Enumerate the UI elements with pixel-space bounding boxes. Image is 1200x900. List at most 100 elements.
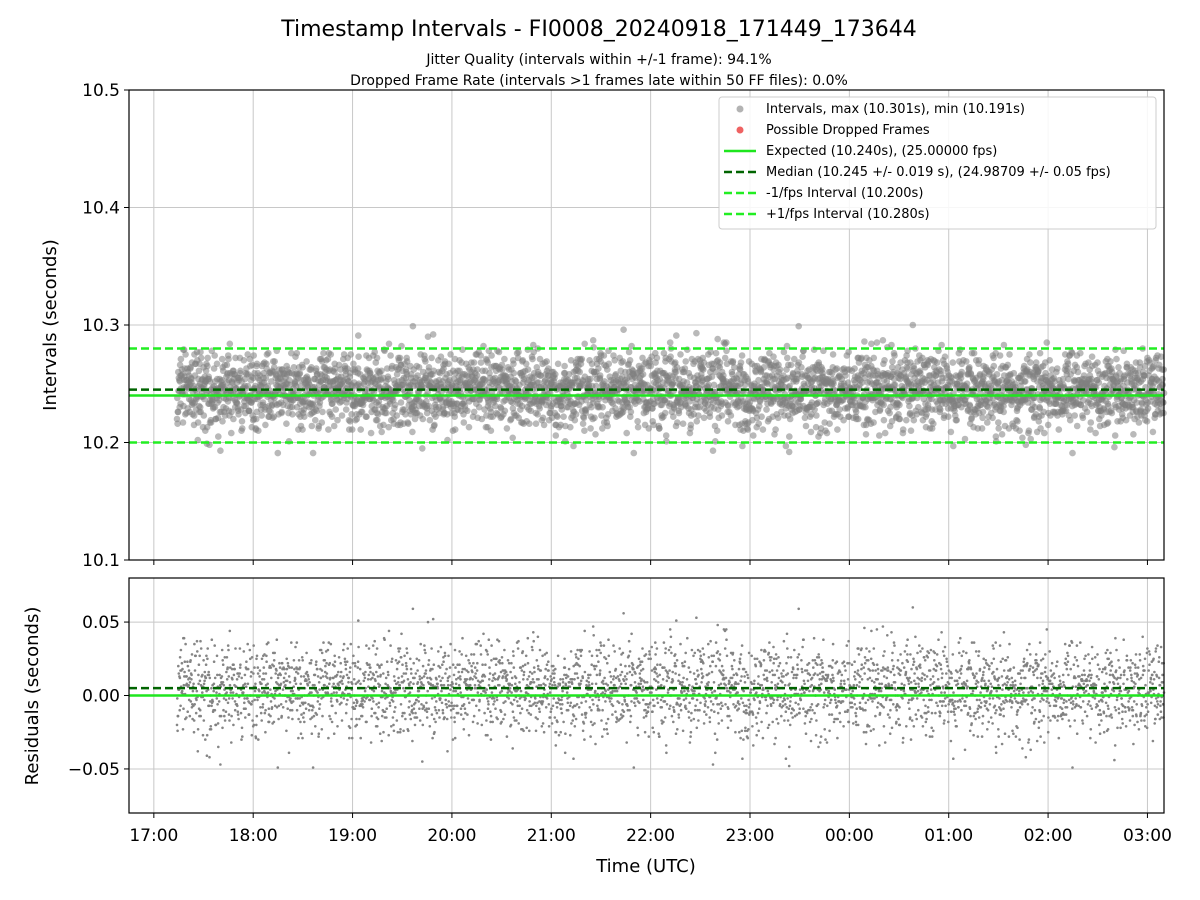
residuals-point bbox=[313, 683, 316, 687]
residuals-point bbox=[290, 708, 294, 712]
residuals-point bbox=[196, 728, 200, 731]
intervals-point bbox=[567, 423, 574, 431]
intervals-point bbox=[727, 412, 735, 419]
residuals-point bbox=[176, 697, 179, 700]
residuals-point bbox=[243, 697, 246, 700]
intervals-legend: Intervals, max (10.301s), min (10.191s) … bbox=[718, 96, 1157, 230]
residuals-point bbox=[264, 672, 268, 675]
residuals-point bbox=[437, 708, 441, 712]
intervals-point bbox=[975, 357, 983, 364]
residuals-point bbox=[374, 653, 378, 656]
intervals-point bbox=[371, 348, 379, 356]
residuals-point bbox=[409, 681, 412, 684]
intervals-point bbox=[174, 420, 181, 428]
residuals-point bbox=[352, 678, 356, 681]
residuals-point bbox=[175, 723, 179, 727]
residuals-point bbox=[207, 704, 211, 708]
intervals-point bbox=[661, 409, 669, 417]
residuals-point bbox=[246, 697, 249, 700]
residuals-point bbox=[320, 728, 324, 731]
residuals-point bbox=[423, 648, 427, 652]
intervals-point bbox=[862, 403, 869, 411]
intervals-point bbox=[1069, 449, 1076, 457]
residuals-point bbox=[380, 663, 383, 666]
residuals-point bbox=[197, 682, 200, 686]
residuals-point bbox=[177, 664, 180, 668]
residuals-point bbox=[290, 666, 294, 669]
residuals-point bbox=[264, 708, 267, 712]
residuals-point bbox=[447, 700, 451, 703]
residuals-point bbox=[284, 700, 288, 703]
residuals-point bbox=[258, 675, 261, 678]
residuals-point bbox=[434, 708, 438, 712]
intervals-point bbox=[834, 426, 841, 433]
residuals-point bbox=[372, 689, 376, 693]
residuals-point bbox=[360, 714, 364, 718]
residuals-point bbox=[183, 670, 186, 674]
residuals-point bbox=[299, 682, 303, 686]
intervals-point bbox=[1115, 364, 1122, 371]
residuals-point bbox=[376, 675, 380, 678]
residuals-panel: −0.050.000.05 17:00 18:00 19:00 20:00 21:00 2… bbox=[22, 577, 1172, 846]
residuals-point bbox=[321, 714, 324, 718]
residuals-point bbox=[310, 691, 313, 694]
residuals-point bbox=[220, 675, 224, 678]
residuals-point bbox=[310, 659, 313, 662]
intervals-point bbox=[426, 416, 434, 424]
residuals-point bbox=[192, 682, 195, 686]
intervals-point bbox=[605, 360, 613, 368]
intervals-point bbox=[343, 365, 351, 372]
residuals-point bbox=[207, 673, 211, 677]
intervals-point bbox=[451, 426, 459, 433]
residuals-point bbox=[428, 725, 432, 728]
residuals-point bbox=[276, 676, 280, 680]
residuals-point bbox=[284, 683, 287, 687]
residuals-point bbox=[248, 648, 252, 652]
intervals-point bbox=[348, 411, 355, 418]
residuals-point bbox=[340, 719, 344, 722]
intervals-point bbox=[524, 366, 532, 373]
residuals-point bbox=[392, 723, 395, 727]
intervals-point bbox=[1000, 408, 1007, 416]
residuals-point bbox=[404, 717, 407, 721]
residuals-point bbox=[240, 738, 243, 741]
intervals-point bbox=[933, 359, 941, 366]
residuals-point bbox=[287, 716, 290, 719]
residuals-point bbox=[445, 717, 449, 721]
residuals-point bbox=[192, 730, 196, 734]
residuals-point bbox=[364, 670, 367, 674]
residuals-point bbox=[232, 673, 236, 677]
residuals-point bbox=[190, 653, 194, 656]
intervals-point bbox=[750, 432, 757, 439]
residuals-point bbox=[347, 676, 351, 680]
intervals-point bbox=[501, 355, 508, 363]
legend-label-median: Median (10.245 +/- 0.019 s), (24.98709 +… bbox=[766, 165, 1111, 180]
residuals-point bbox=[408, 700, 411, 703]
residuals-point bbox=[375, 703, 378, 706]
residuals-point bbox=[451, 738, 455, 741]
residuals-point bbox=[398, 730, 402, 734]
residuals-point bbox=[227, 697, 231, 700]
residuals-point bbox=[205, 733, 209, 737]
residuals-point bbox=[328, 714, 331, 718]
residuals-point bbox=[235, 678, 239, 681]
residuals-point bbox=[342, 675, 345, 678]
residuals-point bbox=[190, 678, 193, 681]
intervals-point bbox=[380, 421, 387, 429]
residuals-point bbox=[369, 666, 372, 669]
residuals-point bbox=[206, 647, 209, 650]
residuals-point bbox=[178, 676, 182, 680]
residuals-point bbox=[205, 754, 209, 757]
intervals-point bbox=[889, 358, 896, 365]
residuals-point bbox=[304, 701, 307, 705]
residuals-point bbox=[380, 689, 384, 693]
intervals-point bbox=[303, 358, 310, 365]
residuals-point bbox=[319, 676, 323, 680]
residuals-point bbox=[243, 682, 247, 686]
residuals-point bbox=[374, 711, 377, 715]
intervals-point bbox=[195, 367, 203, 375]
residuals-point bbox=[291, 700, 295, 703]
residuals-point bbox=[391, 700, 395, 703]
intervals-point bbox=[552, 371, 559, 378]
residuals-point bbox=[231, 697, 234, 700]
